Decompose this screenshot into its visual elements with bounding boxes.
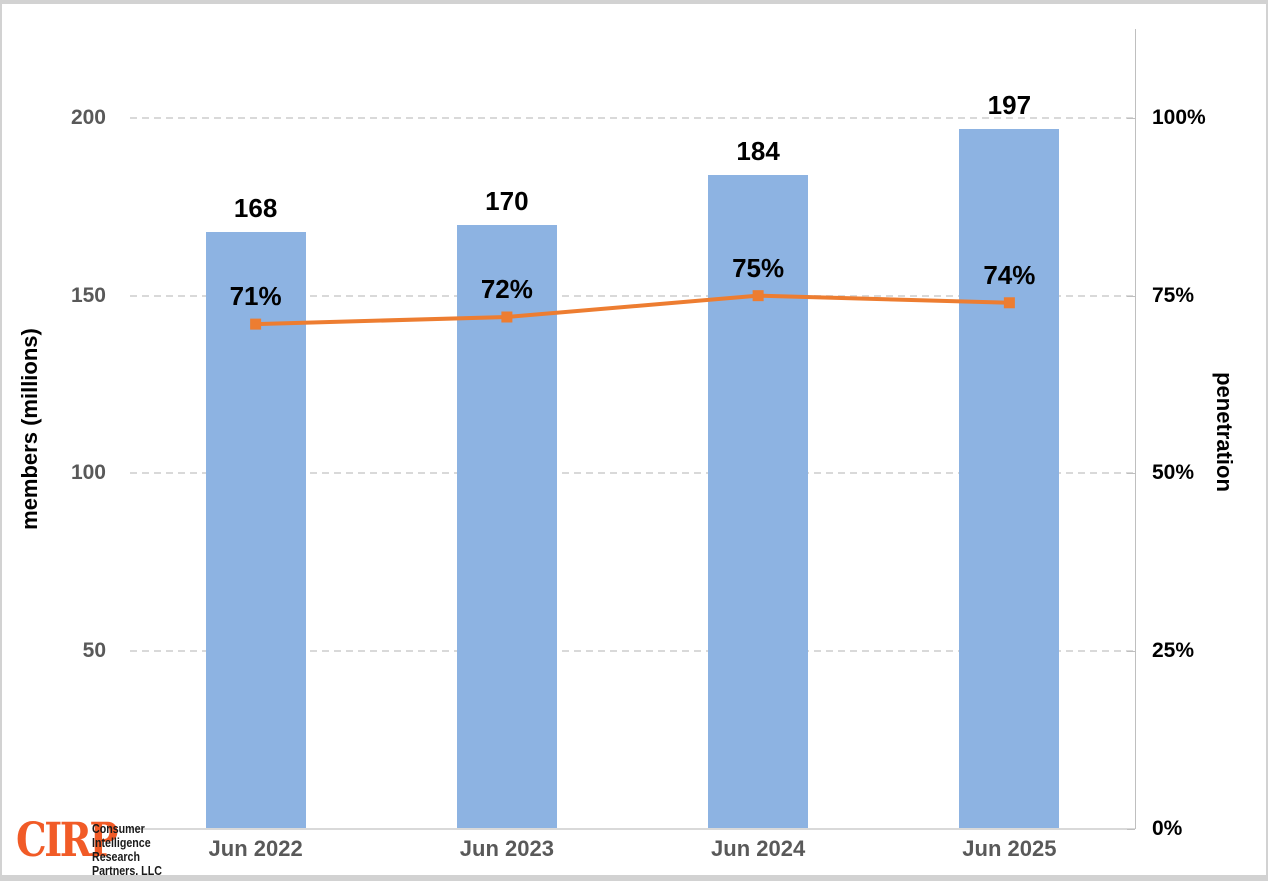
- category-label: Jun 2025: [962, 836, 1057, 861]
- bar-value-label: 170: [485, 185, 529, 216]
- bar-jun-2022: [205, 231, 306, 829]
- left-axis-tick-label: 100: [70, 461, 106, 485]
- category-label: Jun 2024: [711, 836, 806, 861]
- category-label: Jun 2022: [208, 836, 303, 861]
- bar-value-label: 197: [987, 89, 1032, 120]
- penetration-value-label: 72%: [480, 274, 533, 304]
- gridline: [130, 472, 1135, 475]
- bar-jun-2025: [959, 128, 1060, 829]
- right-axis-tick: [1127, 117, 1135, 119]
- cirp-wordmark: CIRP: [16, 813, 118, 868]
- line-marker: [752, 290, 764, 302]
- cirp-logo-text-line: Research: [92, 848, 141, 864]
- cirp-logo-text-line: Intelligence: [92, 834, 151, 850]
- bar-value-label: 168: [233, 192, 278, 223]
- right-axis-tick: [1127, 295, 1135, 297]
- right-axis-tick: [1127, 829, 1135, 830]
- gridline: [130, 650, 1135, 653]
- gridline: [130, 294, 1135, 297]
- left-axis-tick-label: 200: [70, 105, 106, 129]
- cirp-logo-text-line: Consumer: [92, 821, 145, 836]
- penetration-value-label: 74%: [983, 259, 1036, 290]
- gridline: [130, 116, 1135, 119]
- right-axis-tick-label: 0%: [1152, 817, 1183, 840]
- penetration-line-layer: [250, 290, 1015, 330]
- cirp-logo-text-line: Partners, LLC: [92, 862, 162, 878]
- x-axis-line: [130, 828, 1135, 830]
- left-axis-tick-label: 50: [82, 639, 106, 663]
- penetration-line: [255, 293, 1010, 327]
- bar-value-label: 184: [736, 135, 780, 166]
- line-marker: [1003, 297, 1015, 309]
- right-axis-tick-label: 25%: [1152, 639, 1195, 663]
- bar-jun-2024: [708, 174, 809, 829]
- cirp-logo-text: Consumer Intelligence Research Partners, LL…: [92, 821, 162, 878]
- bar-jun-2023: [456, 224, 557, 829]
- right-axis-tick-label: 100%: [1152, 105, 1206, 129]
- right-axis-tick: [1127, 651, 1135, 653]
- line-marker: [250, 318, 262, 330]
- right-axis-tick-label: 50%: [1152, 461, 1195, 485]
- left-axis-title: members (millions): [17, 328, 42, 530]
- penetration-value-label: 71%: [229, 281, 282, 312]
- right-axis-tick: [1127, 473, 1135, 475]
- line-marker: [501, 311, 513, 323]
- left-axis-tick-label: 150: [70, 283, 106, 307]
- right-axis-title: penetration: [1212, 372, 1237, 492]
- right-axis-tick-label: 75%: [1152, 283, 1195, 307]
- category-label: Jun 2023: [459, 836, 554, 861]
- right-axis-line: [1135, 29, 1136, 829]
- penetration-value-label: 75%: [732, 252, 785, 283]
